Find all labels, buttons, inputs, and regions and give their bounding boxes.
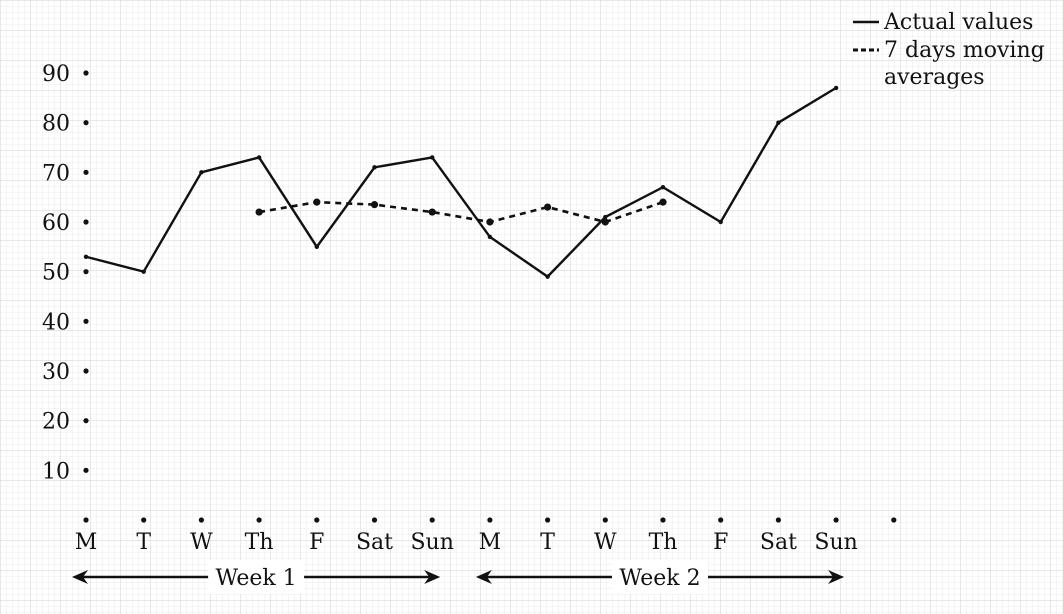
arrow-right-icon xyxy=(424,570,441,584)
moving-average-point xyxy=(486,218,494,226)
week-label: Week 1 xyxy=(216,566,297,591)
actual-value-point xyxy=(83,254,89,259)
y-tick-dot xyxy=(83,269,89,275)
actual-value-point xyxy=(660,185,666,190)
moving-average-point xyxy=(601,218,609,226)
series-actual-line xyxy=(85,86,837,279)
x-axis: M T W Th F Sat Sun M T W Th F Sat Sun xyxy=(75,517,897,555)
series-layer xyxy=(83,85,839,279)
arrow-right-icon xyxy=(828,570,845,584)
actual-value-point xyxy=(833,85,839,91)
y-axis: 10 20 30 40 50 60 70 80 90 xyxy=(42,62,89,484)
legend-label: 7 days moving xyxy=(884,38,1045,63)
y-tick-label: 40 xyxy=(42,310,70,335)
x-tick-label: T xyxy=(136,530,151,555)
moving-average-point xyxy=(428,208,436,216)
x-tick-dot xyxy=(487,517,493,523)
moving-average-point xyxy=(370,201,379,209)
x-tick-dot xyxy=(545,517,551,523)
y-tick-dot xyxy=(83,318,89,324)
week-label: Week 2 xyxy=(619,566,700,591)
actual-value-point xyxy=(776,120,781,125)
week-label-background xyxy=(612,560,708,594)
x-tick-label: Th xyxy=(649,530,678,555)
y-tick-dot xyxy=(83,219,89,225)
arrow-left-icon xyxy=(72,570,88,584)
actual-value-point xyxy=(545,274,550,279)
x-tick-dot xyxy=(429,517,435,523)
x-tick-label: M xyxy=(479,530,502,555)
moving-average-point xyxy=(659,198,667,206)
legend-label: Actual values xyxy=(883,10,1033,35)
y-tick-label: 30 xyxy=(42,360,70,385)
x-tick-label: M xyxy=(75,530,98,555)
x-tick-dot xyxy=(256,517,262,523)
arrow-left-icon xyxy=(475,570,492,584)
x-tick-label: W xyxy=(594,530,617,555)
y-tick-label: 10 xyxy=(42,459,70,484)
x-tick-dot xyxy=(371,517,378,523)
y-tick-dot xyxy=(83,368,89,374)
x-tick-label: Sun xyxy=(410,530,453,555)
legend-entry: Actual values xyxy=(853,10,1033,35)
x-tick-dot xyxy=(83,517,89,523)
x-tick-label: T xyxy=(540,530,555,555)
actual-value-point xyxy=(603,214,608,220)
moving-average-point xyxy=(544,203,552,211)
actual-value-point xyxy=(141,269,146,274)
y-tick-dot xyxy=(83,70,89,76)
y-tick-label: 60 xyxy=(42,211,70,236)
y-tick-label: 80 xyxy=(42,112,70,137)
actual-value-point xyxy=(718,219,723,225)
y-tick-dot xyxy=(83,467,89,473)
x-tick-label: Th xyxy=(245,530,274,555)
x-tick-label: Sat xyxy=(760,530,797,555)
x-tick-dot xyxy=(602,517,608,523)
actual-value-point xyxy=(430,155,435,160)
x-tick-dot xyxy=(314,517,320,523)
y-tick-dot xyxy=(83,169,89,175)
y-tick-label: 50 xyxy=(42,261,70,286)
x-tick-dot xyxy=(198,517,204,523)
week-arrow-1: Week 1 xyxy=(72,560,441,594)
x-tick-dot xyxy=(891,517,897,523)
x-tick-dot xyxy=(141,517,147,523)
y-tick-label: 70 xyxy=(42,161,70,186)
moving-average-point xyxy=(255,208,263,216)
actual-value-point xyxy=(487,234,493,240)
y-tick-dot xyxy=(83,418,89,424)
week-label-background xyxy=(208,560,305,594)
x-tick-dot xyxy=(718,517,724,523)
y-tick-label: 90 xyxy=(42,62,70,87)
series-moving-average-line xyxy=(258,200,664,224)
actual-value-point xyxy=(314,244,319,250)
y-tick-label: 20 xyxy=(42,410,70,435)
week-arrow-2: Week 2 xyxy=(475,560,845,594)
week-annotations: Week 1 Week 2 xyxy=(72,560,845,594)
x-tick-dot xyxy=(775,517,782,523)
x-tick-label: F xyxy=(309,530,324,555)
x-tick-dot xyxy=(833,517,839,523)
moving-average-point xyxy=(313,198,321,206)
x-tick-label: Sat xyxy=(356,530,393,555)
x-tick-label: F xyxy=(713,530,728,555)
x-tick-dot xyxy=(660,517,666,523)
x-tick-label: Sun xyxy=(814,530,857,555)
legend-label: averages xyxy=(884,65,985,90)
actual-value-point xyxy=(256,155,262,160)
actual-value-point xyxy=(372,165,377,170)
actual-value-point xyxy=(199,170,204,175)
x-tick-label: W xyxy=(190,530,213,555)
y-tick-dot xyxy=(83,120,89,126)
